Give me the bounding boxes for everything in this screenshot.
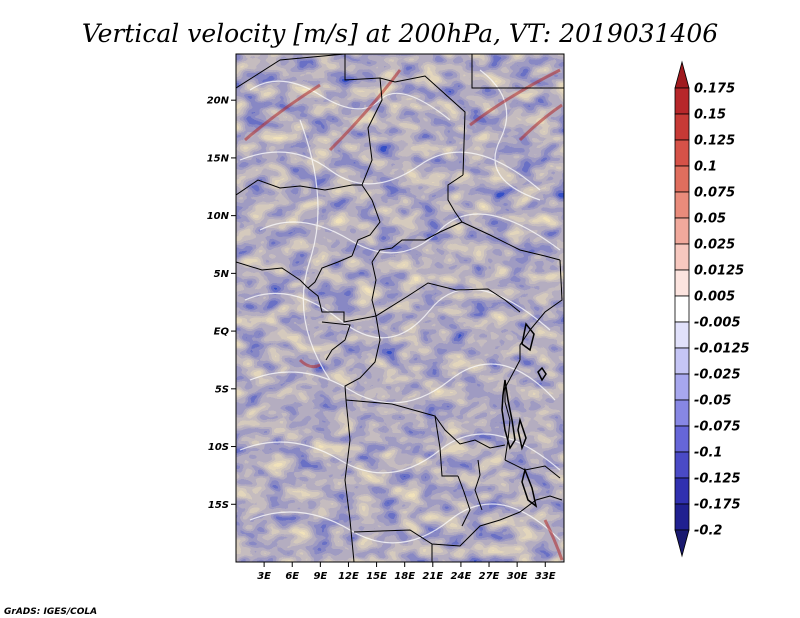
colorbar-swatch-15 <box>674 451 690 479</box>
colorbar-swatch-6 <box>674 217 690 245</box>
colorbar-label-0-075: 0.075 <box>694 186 735 201</box>
y-tick-label-5s: 5S <box>215 384 229 395</box>
colorbar-label-0-025: 0.025 <box>694 238 735 253</box>
colorbar-swatch-0 <box>674 60 690 89</box>
colorbar-swatch-11 <box>674 347 690 375</box>
colorbar-swatch-8 <box>674 269 690 297</box>
colorbar-swatch-16 <box>674 477 690 505</box>
country-boundaries <box>236 54 564 562</box>
x-tick-label-6e: 6E <box>285 571 299 582</box>
y-tick-label-15s: 15S <box>208 500 229 511</box>
colorbar-label--0-075: -0.075 <box>694 420 741 435</box>
colorbar-label-0-175: 0.175 <box>694 82 735 97</box>
colorbar-swatch-5 <box>674 191 690 219</box>
y-tick-label-eq: EQ <box>214 327 230 338</box>
x-axis: 3E 6E 9E 12E 15E 18E 21E 24E 27E 30E 33E <box>257 562 556 582</box>
colorbar-label-0-0125: 0.0125 <box>694 264 744 279</box>
colorbar-swatch-1 <box>674 87 690 115</box>
x-tick-label-9e: 9E <box>313 571 327 582</box>
colorbar-label--0-05: -0.05 <box>694 394 731 409</box>
colorbar-swatch-7 <box>674 243 690 271</box>
y-tick-label-10s: 10S <box>208 442 229 453</box>
x-tick-label-24e: 24E <box>451 571 472 582</box>
x-tick-label-3e: 3E <box>257 571 271 582</box>
colorbar-label--0-175: -0.175 <box>694 498 741 513</box>
x-tick-label-12e: 12E <box>338 571 359 582</box>
y-tick-label-10n: 10N <box>207 211 230 222</box>
velocity-shading <box>236 54 564 562</box>
colorbar-label-0-05: 0.05 <box>694 212 726 227</box>
zero-contours <box>239 69 561 544</box>
colorbar-label-0-005: 0.005 <box>694 290 735 305</box>
colorbar-swatch-12 <box>674 373 690 401</box>
colorbar-swatch-9 <box>674 295 690 323</box>
colorbar-label-0-125: 0.125 <box>694 134 735 149</box>
grads-credit: GrADS: IGES/COLA <box>4 607 97 617</box>
colorbar-swatch-2 <box>674 113 690 141</box>
y-tick-label-5n: 5N <box>214 269 230 280</box>
colorbar-swatch-18 <box>674 529 690 558</box>
chart-title: Vertical velocity [m/s] at 200hPa, VT: 2… <box>82 19 718 48</box>
x-tick-label-21e: 21E <box>422 571 443 582</box>
y-axis: 20N 15N 10N 5N EQ 5S 10S 15S <box>207 96 236 511</box>
colorbar-swatch-3 <box>674 139 690 167</box>
colorbar-label-0-15: 0.15 <box>694 108 726 123</box>
colorbar-label--0-2: -0.2 <box>694 524 722 539</box>
vertical-velocity-field <box>236 54 564 562</box>
x-tick-label-27e: 27E <box>479 571 500 582</box>
colorbar-label-0-1: 0.1 <box>694 160 717 175</box>
colorbar-swatch-13 <box>674 399 690 427</box>
colorbar-swatch-17 <box>674 503 690 531</box>
colorbar: 0.175 0.15 0.125 0.1 0.075 0.05 0.025 0.0125 0.0… <box>674 60 750 558</box>
y-tick-label-15n: 15N <box>207 153 230 164</box>
x-tick-label-18e: 18E <box>394 571 415 582</box>
colorbar-swatch-10 <box>674 321 690 349</box>
colorbar-label--0-005: -0.005 <box>694 316 741 331</box>
plot-frame <box>235 53 565 563</box>
colorbar-label--0-0125: -0.0125 <box>694 342 750 357</box>
rising-air-streaks <box>244 68 564 561</box>
y-tick-label-20n: 20N <box>207 96 230 107</box>
lake-outlines <box>501 322 547 508</box>
colorbar-label--0-1: -0.1 <box>694 446 722 461</box>
colorbar-label--0-025: -0.025 <box>694 368 741 383</box>
colorbar-label--0-125: -0.125 <box>694 472 741 487</box>
x-tick-label-15e: 15E <box>366 571 387 582</box>
colorbar-swatch-14 <box>674 425 690 453</box>
x-tick-label-33e: 33E <box>535 571 556 582</box>
colorbar-swatch-4 <box>674 165 690 193</box>
x-tick-label-30e: 30E <box>507 571 528 582</box>
